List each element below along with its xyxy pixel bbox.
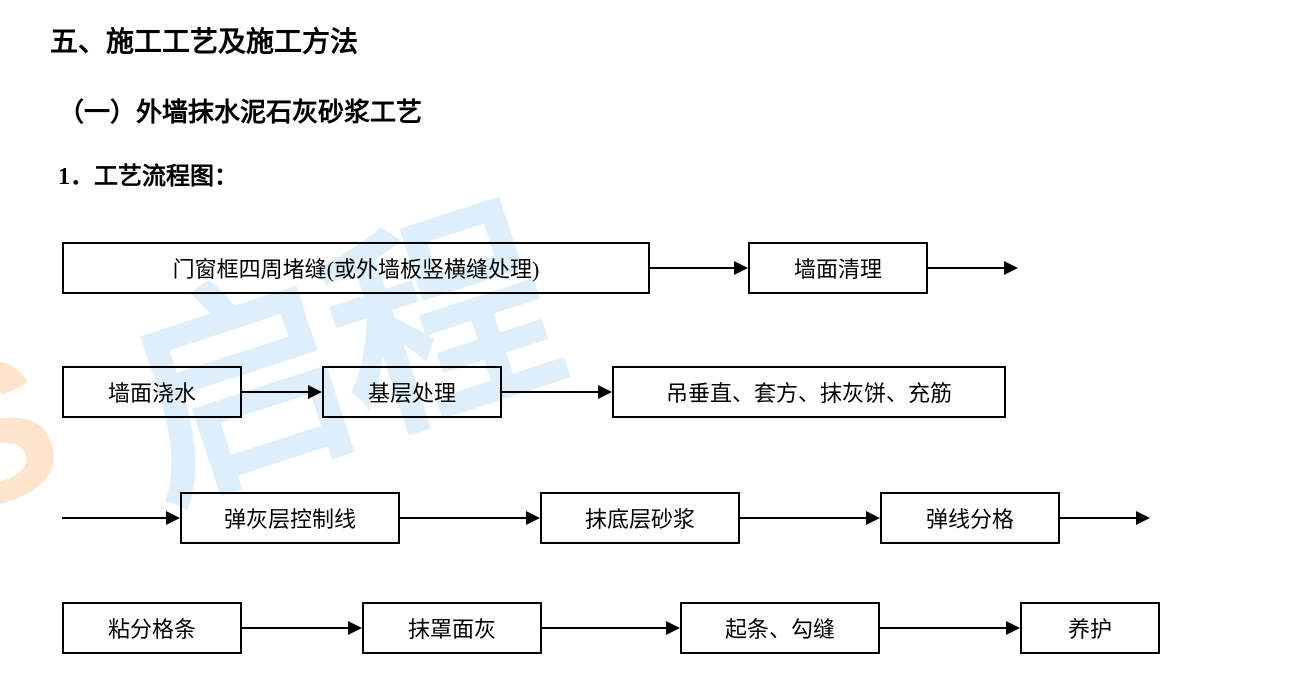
flow-arrow-line-4 [62,517,166,519]
flow-arrow-line-3 [502,391,598,393]
flow-arrow-line-2 [242,391,308,393]
flow-arrow-head-3 [598,385,612,399]
flow-node-n2: 墙面清理 [748,242,928,294]
flow-arrow-head-2 [308,385,322,399]
flow-node-n9: 粘分格条 [62,602,242,654]
flow-arrow-line-0 [650,267,734,269]
flow-arrow-head-10 [1006,621,1020,635]
flow-arrow-line-5 [400,517,526,519]
flow-arrow-head-8 [348,621,362,635]
flow-node-n10: 抹罩面灰 [362,602,542,654]
flow-arrow-line-10 [880,627,1006,629]
heading-subsection-1: （一）外墙抹水泥石灰砂浆工艺 [58,92,422,129]
flow-arrow-head-1 [1004,261,1018,275]
flow-node-n6: 弹灰层控制线 [180,492,400,544]
flow-node-n4: 基层处理 [322,366,502,418]
flow-arrow-head-5 [526,511,540,525]
flow-arrow-head-4 [166,511,180,525]
flow-arrow-head-6 [866,511,880,525]
heading-flowchart-title: 1．工艺流程图： [58,156,238,191]
flow-arrow-line-8 [242,627,348,629]
flow-arrow-head-7 [1136,511,1150,525]
flow-arrow-line-9 [542,627,666,629]
flow-node-n7: 抹底层砂浆 [540,492,740,544]
flow-node-n8: 弹线分格 [880,492,1060,544]
flow-arrow-head-9 [666,621,680,635]
flow-node-n12: 养护 [1020,602,1160,654]
flow-node-n11: 起条、勾缝 [680,602,880,654]
flow-arrow-line-7 [1060,517,1136,519]
heading-section-5: 五、施工工艺及施工方法 [50,20,358,60]
flow-node-n1: 门窗框四周堵缝(或外墙板竖横缝处理) [62,242,650,294]
watermark-orange: S [0,305,86,565]
flow-node-n3: 墙面浇水 [62,366,242,418]
flow-arrow-line-1 [928,267,1004,269]
flow-arrow-line-6 [740,517,866,519]
flow-arrow-head-0 [734,261,748,275]
flow-node-n5: 吊垂直、套方、抹灰饼、充筋 [612,366,1006,418]
